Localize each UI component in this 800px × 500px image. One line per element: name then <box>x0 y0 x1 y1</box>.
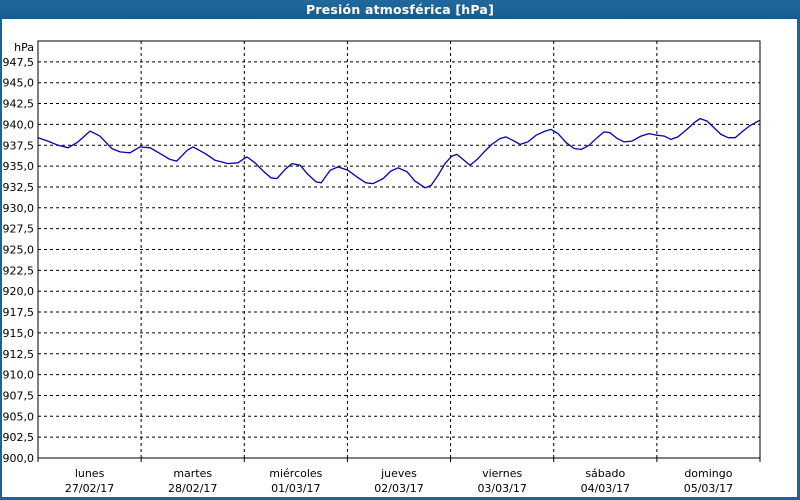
x-date-label: 27/02/17 <box>65 482 114 495</box>
y-tick-label: 920,0 <box>3 285 35 298</box>
y-tick-label: 900,0 <box>3 452 35 465</box>
x-date-label: 02/03/17 <box>374 482 423 495</box>
y-tick-label: 905,0 <box>3 410 35 423</box>
y-tick-label: 917,5 <box>3 306 35 319</box>
y-tick-label: 927,5 <box>3 223 35 236</box>
y-tick-label: 947,5 <box>3 56 35 69</box>
x-date-label: 01/03/17 <box>271 482 320 495</box>
x-date-label: 28/02/17 <box>168 482 217 495</box>
y-tick-label: 935,0 <box>3 160 35 173</box>
x-date-label: 05/03/17 <box>684 482 733 495</box>
y-tick-label: 915,0 <box>3 327 35 340</box>
y-tick-label: 942,5 <box>3 98 35 111</box>
y-tick-label: 910,0 <box>3 369 35 382</box>
y-tick-label: 907,5 <box>3 389 35 402</box>
y-axis-unit-label: hPa <box>14 41 34 54</box>
x-date-label: 03/03/17 <box>477 482 526 495</box>
y-tick-label: 902,5 <box>3 431 35 444</box>
y-tick-label: 940,0 <box>3 118 35 131</box>
x-day-label: miércoles <box>269 467 322 480</box>
titlebar: Presión atmosférica [hPa] <box>0 0 800 19</box>
pressure-line <box>37 117 761 189</box>
window-border-left <box>0 19 2 500</box>
y-tick-label: 912,5 <box>3 348 35 361</box>
x-date-label: 04/03/17 <box>581 482 630 495</box>
x-day-label: domingo <box>684 467 732 480</box>
x-day-label: lunes <box>75 467 105 480</box>
x-day-label: viernes <box>482 467 522 480</box>
y-tick-label: 932,5 <box>3 181 35 194</box>
y-tick-label: 937,5 <box>3 139 35 152</box>
plot-frame <box>37 40 761 459</box>
window-border-right <box>797 19 800 500</box>
y-tick-label: 930,0 <box>3 202 35 215</box>
x-day-label: martes <box>173 467 212 480</box>
x-day-label: jueves <box>380 467 417 480</box>
window-title: Presión atmosférica [hPa] <box>306 2 494 17</box>
x-day-label: sábado <box>585 467 625 480</box>
y-tick-label: 945,0 <box>3 77 35 90</box>
y-tick-label: 925,0 <box>3 244 35 257</box>
window-border-bottom <box>0 497 800 500</box>
y-tick-label: 922,5 <box>3 264 35 277</box>
